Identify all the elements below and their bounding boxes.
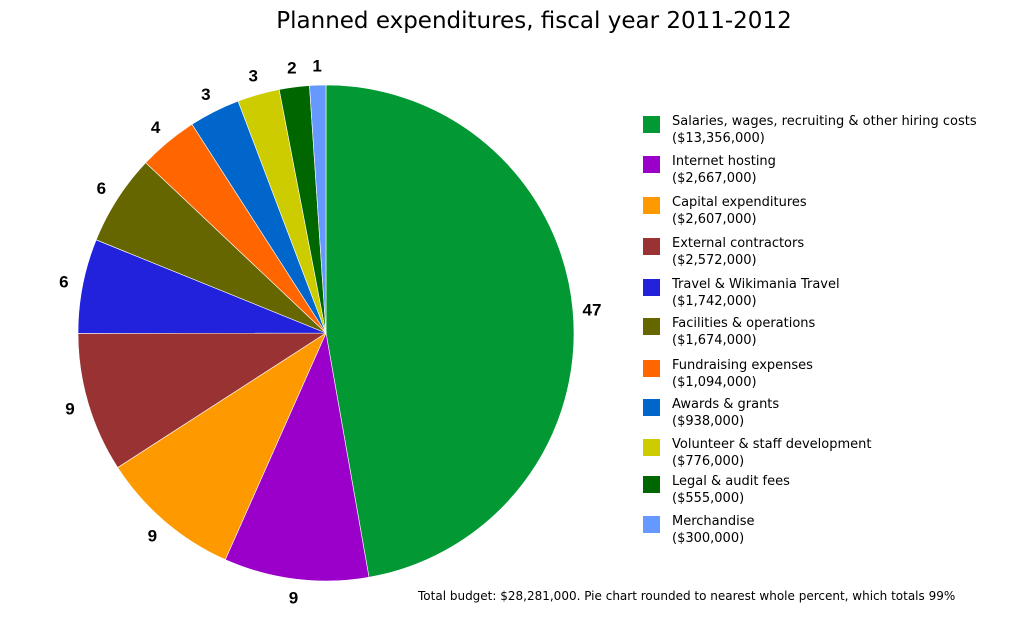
legend-item-10: Merchandise ($300,000): [643, 513, 1013, 553]
legend-name-7: Awards & grants: [672, 397, 780, 412]
legend-item-4: Travel & Wikimania Travel ($1,742,000): [643, 276, 1013, 316]
percent-label-6: 4: [151, 118, 161, 137]
legend-amount-2: ($2,607,000): [672, 212, 757, 227]
percent-label-0: 47: [583, 300, 602, 319]
pie-slice-1: [224, 331, 370, 582]
legend-label-9: Legal & audit fees ($555,000): [672, 473, 790, 507]
percent-label-7: 3: [201, 85, 210, 104]
legend-label-0: Salaries, wages, recruiting & other hiri…: [672, 113, 977, 147]
legend-item-3: External contractors ($2,572,000): [643, 235, 1013, 275]
percent-label-8: 3: [248, 67, 257, 86]
legend-name-4: Travel & Wikimania Travel: [672, 277, 840, 292]
legend-name-6: Fundraising expenses: [672, 358, 813, 373]
legend-amount-3: ($2,572,000): [672, 253, 757, 268]
legend-amount-5: ($1,674,000): [672, 333, 757, 348]
percent-label-9: 2: [287, 59, 296, 78]
percent-label-4: 6: [59, 273, 68, 292]
legend-item-0: Salaries, wages, recruiting & other hiri…: [643, 113, 1013, 153]
legend-amount-10: ($300,000): [672, 531, 745, 546]
legend-label-2: Capital expenditures ($2,607,000): [672, 194, 807, 228]
pie-slice-2: [117, 332, 327, 561]
legend-name-1: Internet hosting: [672, 154, 776, 169]
legend-name-8: Volunteer & staff development: [672, 437, 872, 452]
legend-name-3: External contractors: [672, 236, 805, 251]
legend-swatch-4: [643, 279, 660, 296]
legend-swatch-5: [643, 318, 660, 335]
chart-title: Planned expenditures, fiscal year 2011-2…: [276, 8, 792, 34]
pie-slice-0: [325, 84, 575, 578]
legend-item-5: Facilities & operations ($1,674,000): [643, 315, 1013, 355]
legend-swatch-2: [643, 197, 660, 214]
legend-label-7: Awards & grants ($938,000): [672, 396, 779, 430]
legend-item-9: Legal & audit fees ($555,000): [643, 473, 1013, 513]
legend-amount-7: ($938,000): [672, 414, 745, 429]
legend-amount-8: ($776,000): [672, 454, 745, 469]
legend-amount-4: ($1,742,000): [672, 294, 757, 309]
legend-label-5: Facilities & operations ($1,674,000): [672, 315, 815, 349]
legend-item-7: Awards & grants ($938,000): [643, 396, 1013, 436]
footnote: Total budget: $28,281,000. Pie chart rou…: [418, 589, 956, 603]
legend-label-1: Internet hosting ($2,667,000): [672, 153, 776, 187]
pie-slice-3: [77, 332, 328, 468]
legend-swatch-3: [643, 238, 660, 255]
percent-label-10: 1: [312, 57, 321, 76]
legend-swatch-8: [643, 439, 660, 456]
legend-name-2: Capital expenditures: [672, 195, 807, 210]
percent-label-5: 6: [97, 179, 106, 198]
legend-amount-9: ($555,000): [672, 491, 745, 506]
pie-slice-10: [309, 84, 327, 334]
legend-item-2: Capital expenditures ($2,607,000): [643, 194, 1013, 234]
percent-label-3: 9: [65, 399, 74, 418]
legend-label-3: External contractors ($2,572,000): [672, 235, 804, 269]
percent-label-2: 9: [148, 526, 157, 545]
legend-swatch-9: [643, 476, 660, 493]
legend-item-6: Fundraising expenses ($1,094,000): [643, 357, 1013, 397]
legend-label-4: Travel & Wikimania Travel ($1,742,000): [672, 276, 840, 310]
legend-item-1: Internet hosting ($2,667,000): [643, 153, 1013, 193]
legend-label-8: Volunteer & staff development ($776,000): [672, 436, 871, 470]
legend-amount-6: ($1,094,000): [672, 375, 757, 390]
legend-swatch-6: [643, 360, 660, 377]
legend-label-10: Merchandise ($300,000): [672, 513, 755, 547]
legend-amount-1: ($2,667,000): [672, 171, 757, 186]
legend-swatch-1: [643, 156, 660, 173]
legend-name-5: Facilities & operations: [672, 316, 816, 331]
legend-swatch-10: [643, 516, 660, 533]
legend-item-8: Volunteer & staff development ($776,000): [643, 436, 1013, 476]
legend-label-6: Fundraising expenses ($1,094,000): [672, 357, 813, 391]
legend-amount-0: ($13,356,000): [672, 131, 765, 146]
legend-swatch-0: [643, 116, 660, 133]
legend-name-9: Legal & audit fees: [672, 474, 790, 489]
percent-label-1: 9: [289, 589, 298, 608]
legend-name-0: Salaries, wages, recruiting & other hiri…: [672, 114, 977, 129]
legend-name-10: Merchandise: [672, 514, 755, 529]
legend-swatch-7: [643, 399, 660, 416]
